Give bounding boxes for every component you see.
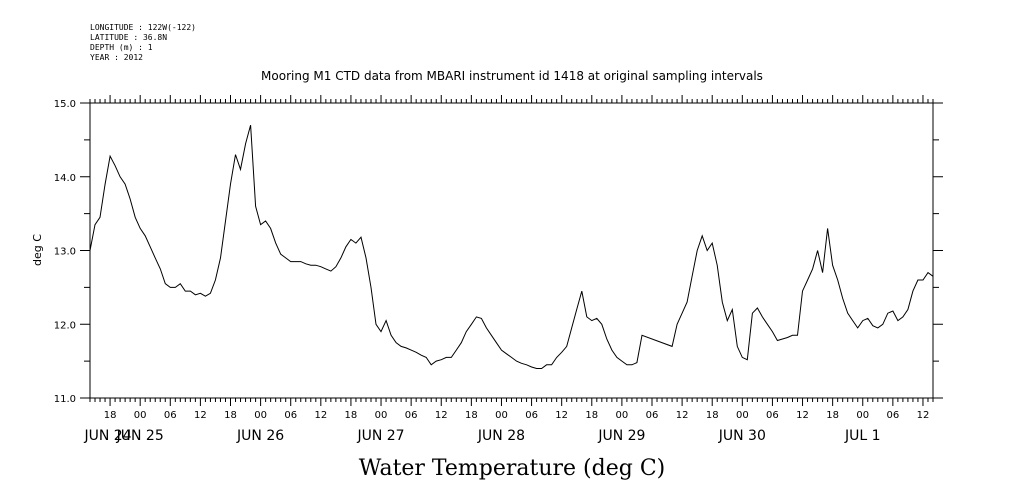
x-hour-label: 18 xyxy=(224,410,237,421)
x-hour-label: 12 xyxy=(676,410,689,421)
x-day-label: JUN 30 xyxy=(718,428,766,444)
x-hour-label: 06 xyxy=(646,410,659,421)
x-axis-labels: 18 00 06 12 18 00 06 12 18 00 06 12 18 00 06 12 18 00 06 12… xyxy=(83,410,929,444)
x-hour-label: 00 xyxy=(736,410,749,421)
plot-frame xyxy=(89,102,934,399)
y-tick-label: 13.0 xyxy=(54,247,76,258)
x-hour-label: 00 xyxy=(134,410,147,421)
y-axis-labels: 11.0 12.0 13.0 14.0 15.0 xyxy=(54,99,76,405)
y-tick-label: 14.0 xyxy=(54,173,76,184)
x-hour-label: 00 xyxy=(375,410,388,421)
x-hour-label: 18 xyxy=(345,410,358,421)
chart-title: Mooring M1 CTD data from MBARI instrumen… xyxy=(261,69,763,83)
x-day-label: JUN 29 xyxy=(597,428,645,444)
x-hour-label: 00 xyxy=(616,410,629,421)
bottom-title: Water Temperature (deg C) xyxy=(359,456,666,481)
meta-longitude: LONGITUDE : 122W(-122) xyxy=(90,23,196,32)
x-hour-label: 06 xyxy=(164,410,177,421)
y-axis-ticks xyxy=(80,102,943,399)
x-hour-label: 18 xyxy=(706,410,719,421)
x-hour-label: 12 xyxy=(555,410,568,421)
x-hour-label: 18 xyxy=(585,410,598,421)
meta-latitude: LATITUDE : 36.8N xyxy=(90,33,167,42)
y-tick-label: 15.0 xyxy=(54,99,76,110)
x-day-label: JUN 26 xyxy=(236,428,284,444)
x-hour-label: 00 xyxy=(856,410,869,421)
x-hour-label: 18 xyxy=(104,410,117,421)
x-hour-label: 00 xyxy=(254,410,267,421)
x-axis-ticks xyxy=(89,95,934,406)
meta-year: YEAR : 2012 xyxy=(90,53,143,62)
x-hour-label: 12 xyxy=(435,410,448,421)
x-hour-label: 06 xyxy=(405,410,418,421)
x-hour-label: 12 xyxy=(194,410,207,421)
x-hour-label: 18 xyxy=(465,410,478,421)
x-hour-label: 12 xyxy=(917,410,930,421)
y-axis-title: deg C xyxy=(31,234,44,266)
x-day-label: JUN 27 xyxy=(356,428,404,444)
metadata-block: LONGITUDE : 122W(-122) LATITUDE : 36.8N … xyxy=(90,23,196,62)
x-hour-label: 00 xyxy=(495,410,508,421)
y-tick-label: 11.0 xyxy=(54,394,76,405)
x-hour-label: 06 xyxy=(766,410,779,421)
meta-depth: DEPTH (m) : 1 xyxy=(90,43,153,52)
x-hour-label: 06 xyxy=(525,410,538,421)
x-hour-label: 12 xyxy=(314,410,327,421)
x-hour-label: 18 xyxy=(826,410,839,421)
x-day-label: JUN 24 xyxy=(83,428,131,444)
series-line-water-temperature xyxy=(89,124,934,369)
x-hour-label: 06 xyxy=(284,410,297,421)
x-day-label: JUL 1 xyxy=(844,428,881,444)
x-hour-label: 06 xyxy=(886,410,899,421)
x-day-label: JUN 25 xyxy=(116,428,164,444)
y-tick-label: 12.0 xyxy=(54,320,76,331)
x-hour-label: 12 xyxy=(796,410,809,421)
x-day-label: JUN 28 xyxy=(477,428,525,444)
